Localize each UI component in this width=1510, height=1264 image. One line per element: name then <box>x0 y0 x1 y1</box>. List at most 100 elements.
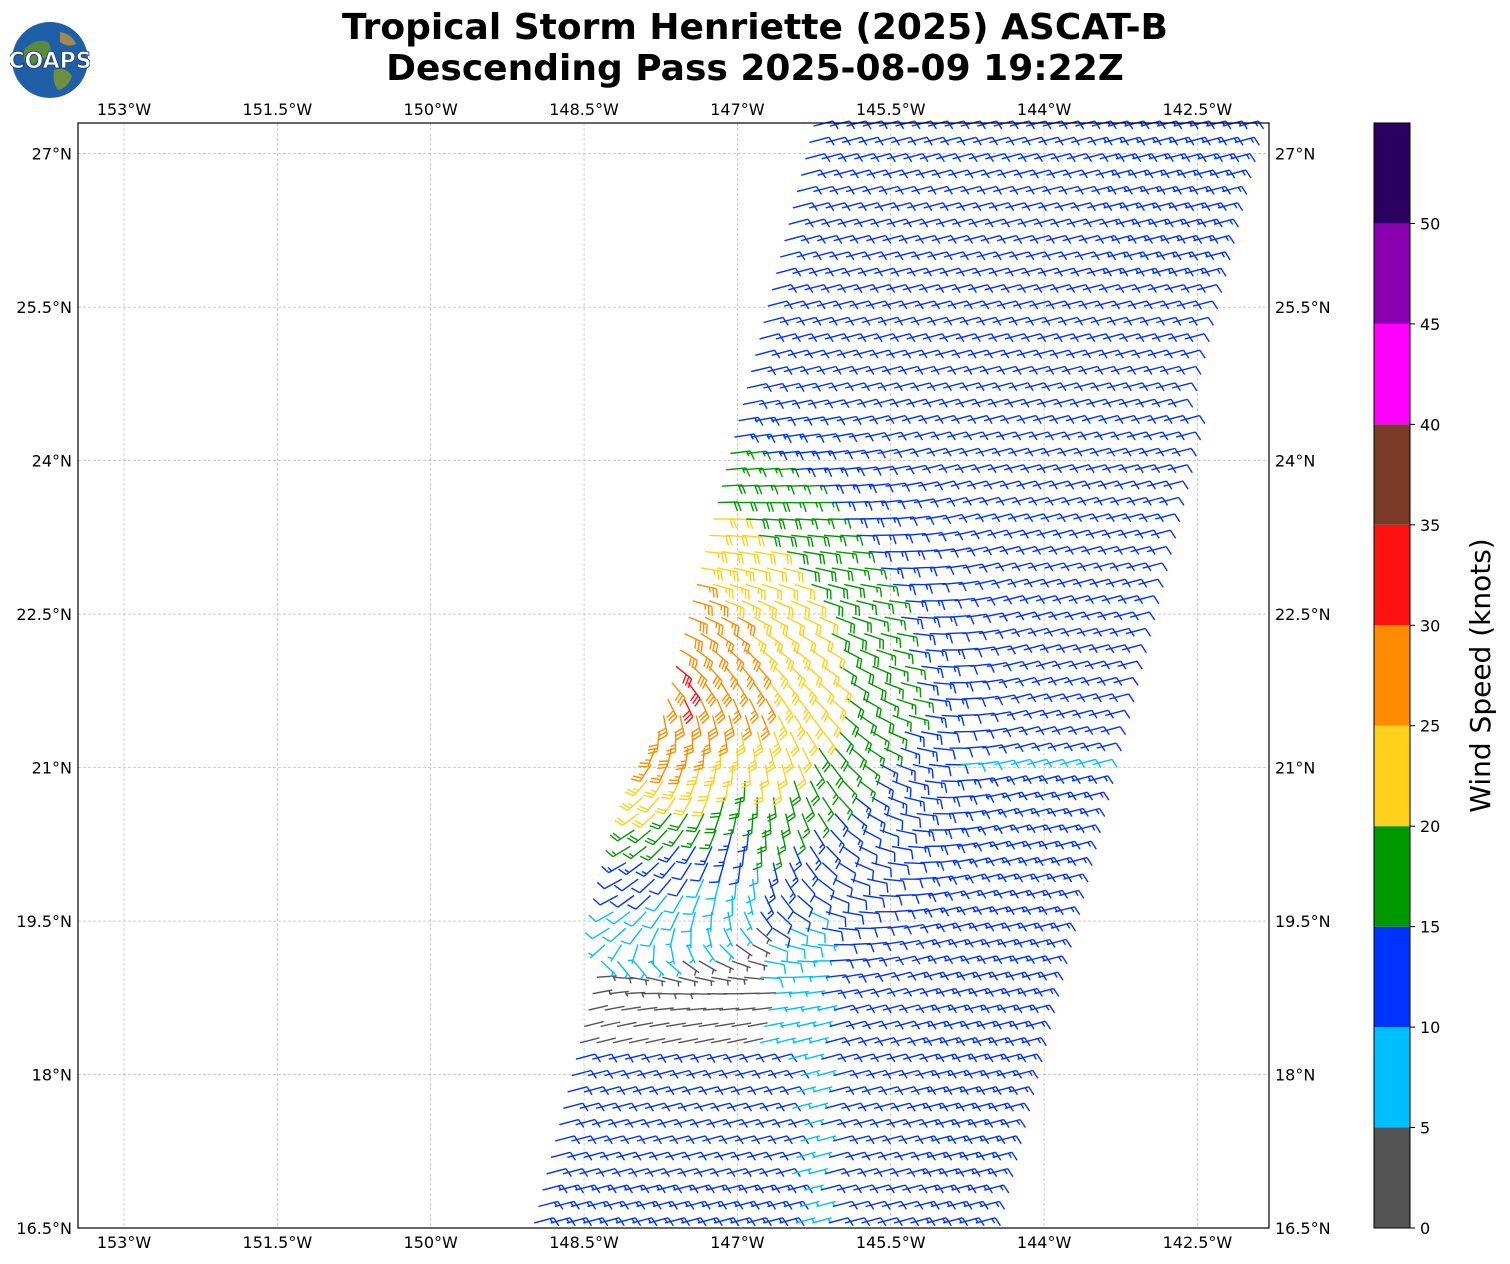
wind-barb <box>1054 906 1081 916</box>
wind-barb <box>751 1006 772 1011</box>
wind-barb <box>663 895 684 914</box>
wind-barb <box>1192 300 1219 310</box>
lon-tick-label-bottom: 150°W <box>404 1233 459 1252</box>
wind-barb <box>724 665 739 691</box>
wind-barb <box>838 731 855 755</box>
wind-barb <box>884 682 904 700</box>
wind-barb <box>727 976 748 985</box>
wind-barb <box>1142 562 1168 572</box>
wind-barb <box>859 714 878 736</box>
wind-barb <box>824 399 850 409</box>
wind-barb <box>908 780 930 796</box>
colorbar-segment <box>1374 1027 1410 1128</box>
wind-barb <box>1046 938 1072 948</box>
wind-barb <box>831 632 851 652</box>
wind-barb <box>1150 529 1177 539</box>
wind-barb <box>817 943 838 952</box>
wind-barb <box>867 878 889 893</box>
wind-barb <box>791 780 802 807</box>
wind-barb <box>765 633 784 655</box>
wind-barb <box>846 829 864 852</box>
wind-barb <box>702 895 717 918</box>
wind-barb <box>705 551 728 564</box>
wind-barb <box>698 698 710 725</box>
wind-barb <box>706 928 713 948</box>
lat-tick-label-left: 18°N <box>32 1066 72 1085</box>
wind-barb <box>657 747 673 769</box>
wind-barb <box>839 600 861 617</box>
colorbar-tick-label: 45 <box>1420 315 1440 334</box>
wind-barb <box>772 991 793 998</box>
wind-barb <box>612 1037 633 1044</box>
wind-barb <box>723 927 734 948</box>
wind-barb <box>966 546 992 556</box>
wind-barb <box>831 567 854 582</box>
lon-tick-label-top: 151.5°W <box>243 100 313 119</box>
lat-tick-label-left: 24°N <box>32 452 72 471</box>
wind-barb <box>819 616 839 635</box>
wind-barb <box>637 1006 658 1011</box>
wind-barb <box>789 731 800 757</box>
wind-barb <box>648 878 672 896</box>
wind-barb <box>740 665 755 691</box>
wind-barb <box>862 894 886 908</box>
wind-barb <box>732 698 742 725</box>
wind-barb <box>592 989 613 996</box>
lon-tick-label-bottom: 145.5°W <box>856 1233 926 1252</box>
wind-barb <box>690 862 709 882</box>
wind-barb <box>924 780 948 793</box>
wind-barb <box>607 944 623 962</box>
wind-barb <box>1034 987 1060 997</box>
wind-barb <box>644 829 668 846</box>
wind-barb <box>704 616 724 636</box>
wind-barb <box>791 534 814 548</box>
lat-tick-label-left: 21°N <box>32 759 72 778</box>
wind-barb <box>920 796 944 810</box>
wind-barb <box>769 616 789 637</box>
wind-barb <box>1004 1102 1031 1112</box>
wind-barb <box>622 845 647 860</box>
wind-barb <box>871 862 892 878</box>
wind-barb <box>596 878 623 890</box>
wind-barb <box>696 583 719 599</box>
wind-barb <box>889 465 915 475</box>
wind-barb <box>665 960 682 977</box>
wind-barb <box>893 583 917 596</box>
wind-barb <box>1167 464 1193 474</box>
wind-barb <box>679 649 698 670</box>
wind-barb <box>986 792 1012 802</box>
wind-barb <box>937 731 961 743</box>
wind-barb <box>728 797 742 820</box>
lat-tick-label-left: 27°N <box>32 145 72 164</box>
wind-barb <box>1180 349 1206 359</box>
wind-barb <box>670 1007 691 1011</box>
wind-barb <box>842 845 860 868</box>
wind-barb <box>672 796 693 816</box>
wind-barb <box>752 846 763 871</box>
wind-barb <box>1038 971 1064 981</box>
wind-barb <box>1109 693 1135 703</box>
wind-barb <box>987 595 1013 605</box>
colorbar-tick-label: 20 <box>1420 817 1440 836</box>
wind-barb <box>779 382 805 392</box>
wind-barb <box>798 698 812 724</box>
wind-barb <box>773 846 783 872</box>
wind-barb <box>814 698 830 723</box>
colorbar-tick-label: 0 <box>1420 1219 1430 1238</box>
wind-barb <box>671 682 686 707</box>
wind-barb <box>770 551 793 565</box>
wind-barb <box>782 567 804 583</box>
wind-barb <box>958 580 984 591</box>
wind-barb <box>738 416 764 426</box>
wind-barb <box>946 632 971 642</box>
wind-barb <box>929 698 952 711</box>
wind-barb <box>992 1151 1018 1161</box>
wind-barb <box>1021 1037 1047 1047</box>
wind-barb <box>645 895 668 912</box>
wind-barb <box>1067 856 1093 866</box>
wind-barb <box>998 743 1024 753</box>
wind-barb <box>763 382 789 393</box>
wind-barb <box>716 633 735 655</box>
wind-barb <box>826 714 842 739</box>
wind-barb <box>682 960 700 976</box>
